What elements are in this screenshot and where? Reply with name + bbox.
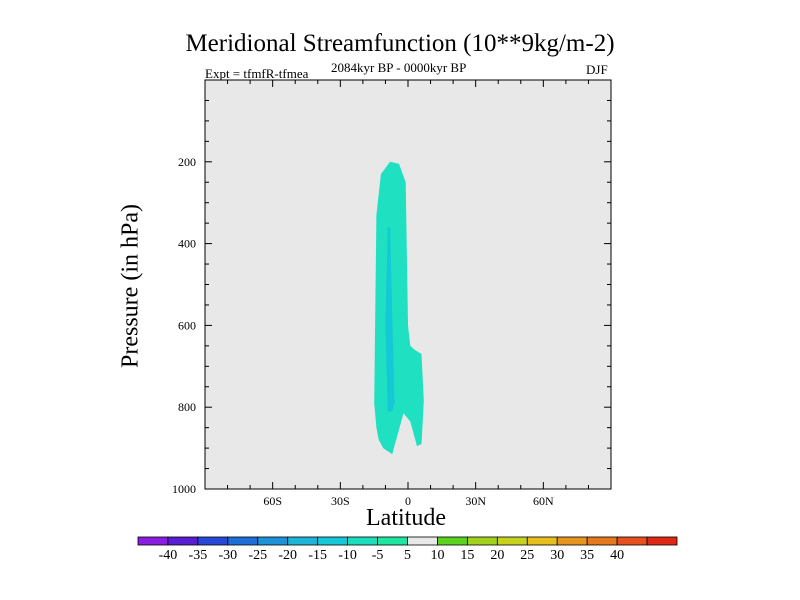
colorbar-label: -35 [189, 548, 208, 563]
colorbar-box [347, 536, 378, 546]
colorbar-label: 20 [490, 548, 504, 563]
colorbar-label: -30 [218, 548, 237, 563]
x-tick-label: 30N [465, 494, 486, 508]
colorbar-label: 5 [404, 548, 411, 563]
colorbar-box [466, 536, 498, 546]
y-tick-label: 1000 [172, 482, 196, 496]
experiment-label: Expt = tfmfR-tfmea [205, 66, 309, 81]
colorbar-box [556, 536, 588, 546]
colorbar-box [227, 536, 259, 546]
colorbar-box [526, 536, 558, 546]
colorbar-label: 10 [430, 548, 444, 563]
colorbar-label: 40 [610, 548, 624, 563]
colorbar-label: -25 [248, 548, 267, 563]
colorbar-label: -20 [278, 548, 297, 563]
colorbar-box [616, 536, 648, 546]
time-range-label: 2084kyr BP - 0000kyr BP [331, 60, 467, 75]
x-tick-label: 60N [533, 494, 554, 508]
x-tick-label: 60S [263, 494, 282, 508]
contour-region-1 [374, 161, 424, 455]
colorbar-box [287, 536, 319, 546]
colorbar-box [646, 536, 678, 546]
colorbar-label: 25 [520, 548, 534, 563]
colorbar-box [257, 536, 289, 546]
colorbar-box [586, 536, 618, 546]
colorbar-label: -10 [338, 548, 357, 563]
colorbar-label: 15 [460, 548, 474, 563]
chart-title: Meridional Streamfunction (10**9kg/m-2) [185, 30, 615, 57]
colorbar-label: -15 [308, 548, 327, 563]
colorbar-box [496, 536, 528, 546]
colorbar-box [167, 536, 199, 546]
colorbar-label: 30 [550, 548, 564, 563]
colorbar-box [407, 536, 438, 546]
colorbar-box [137, 536, 169, 546]
x-axis-label: Latitude [366, 505, 446, 531]
colorbar-label: 35 [580, 548, 594, 563]
colorbar-label: -40 [159, 548, 178, 563]
y-tick-label: 200 [178, 155, 196, 169]
colorbar-box [317, 536, 349, 546]
plot-background [205, 80, 611, 489]
colorbar-box [437, 536, 468, 546]
season-label: DJF [586, 62, 608, 77]
y-tick-label: 800 [178, 400, 196, 414]
colorbar-box [377, 536, 408, 546]
colorbar-label: -5 [372, 548, 384, 563]
y-tick-label: 600 [178, 318, 196, 332]
x-tick-label: 0 [405, 494, 411, 508]
colorbar-box [197, 536, 229, 546]
contour-region-2 [385, 227, 395, 412]
x-tick-label: 30S [331, 494, 350, 508]
y-tick-label: 400 [178, 237, 196, 251]
